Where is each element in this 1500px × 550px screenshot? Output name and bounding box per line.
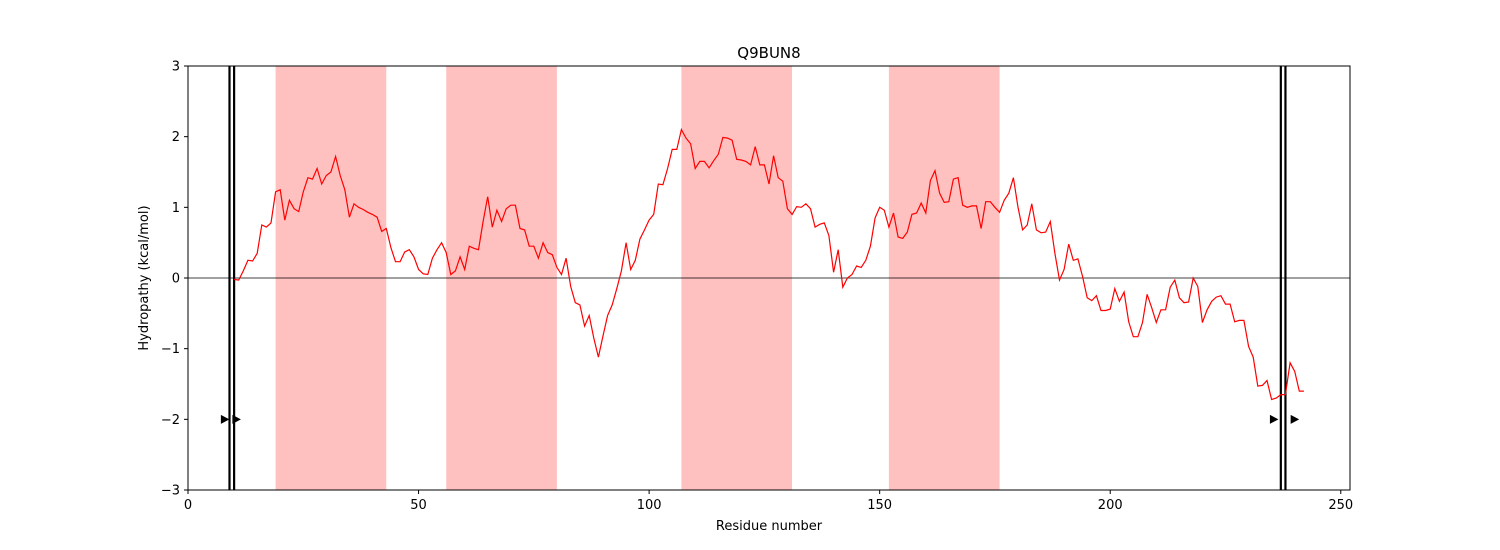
x-tick-label: 100 — [637, 498, 662, 513]
hydropathy-series-line — [234, 127, 1304, 401]
arrow-markers — [220, 414, 1300, 424]
arrow-marker-3 — [1269, 414, 1279, 424]
x-tick-label: 250 — [1328, 498, 1353, 513]
x-tick-label: 0 — [184, 498, 192, 513]
y-tick-label: 2 — [172, 130, 180, 145]
y-tick-label: 1 — [172, 201, 180, 216]
arrow-marker-1 — [220, 414, 230, 424]
y-axis-ticks: −3 −2 −1 0 1 2 3 — [161, 60, 188, 499]
chart-title: Q9BUN8 — [737, 44, 800, 62]
y-tick-label: −2 — [161, 413, 180, 428]
x-tick-label: 50 — [410, 498, 427, 513]
x-axis-ticks: 0 50 100 150 200 250 — [184, 490, 1353, 513]
x-tick-label: 200 — [1098, 498, 1123, 513]
arrow-marker-2 — [232, 414, 241, 424]
y-tick-label: 3 — [172, 60, 180, 75]
y-axis-label: Hydropathy (kcal/mol) — [137, 205, 152, 350]
y-tick-label: −1 — [161, 342, 180, 357]
x-axis-label: Residue number — [716, 519, 823, 534]
arrow-marker-4 — [1290, 414, 1300, 424]
y-tick-label: 0 — [172, 272, 180, 287]
x-tick-label: 150 — [867, 498, 892, 513]
y-tick-label: −3 — [161, 484, 180, 499]
